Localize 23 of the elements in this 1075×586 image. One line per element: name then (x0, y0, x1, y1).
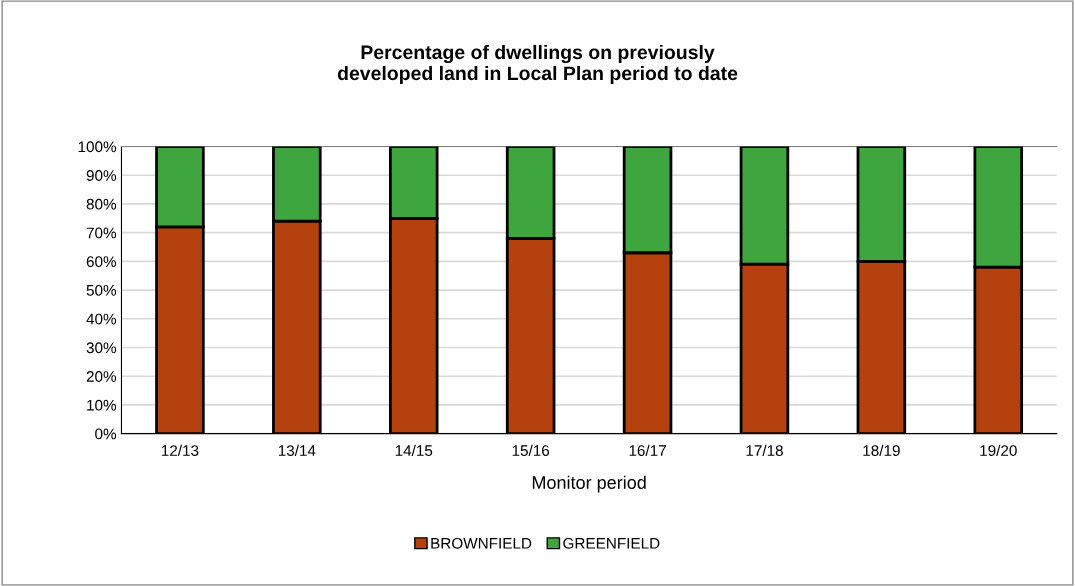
x-tick-label: 19/20 (980, 444, 1017, 456)
y-tick-label: 50% (86, 284, 117, 296)
y-tick-label: 100% (78, 141, 117, 153)
x-tick-label: 14/15 (395, 444, 433, 456)
x-tick-label: 15/16 (512, 444, 550, 456)
y-tick-label: 60% (86, 256, 117, 268)
x-tick-label: 16/17 (629, 444, 666, 456)
x-axis-title: Monitor period (532, 475, 646, 493)
x-tick-label: 13/14 (278, 444, 316, 456)
y-tick-label: 90% (86, 170, 117, 181)
x-tick-label: 17/18 (746, 444, 783, 456)
y-tick-label: 20% (86, 371, 117, 382)
chart-title: Percentage of dwellings on previously developed land in Local Plan period to date (337, 44, 738, 85)
legend-label: GREENFIELD (563, 537, 660, 549)
y-tick-label: 0% (95, 428, 117, 440)
legend-label: BROWNFIELD (431, 537, 532, 549)
y-tick-label: 70% (86, 227, 117, 239)
y-tick-label: 80% (86, 198, 117, 210)
x-tick-label: 18/19 (863, 444, 900, 456)
x-tick-label: 12/13 (161, 444, 199, 456)
y-tick-label: 40% (86, 313, 117, 325)
y-tick-label: 30% (86, 342, 117, 354)
y-tick-label: 10% (87, 399, 117, 411)
